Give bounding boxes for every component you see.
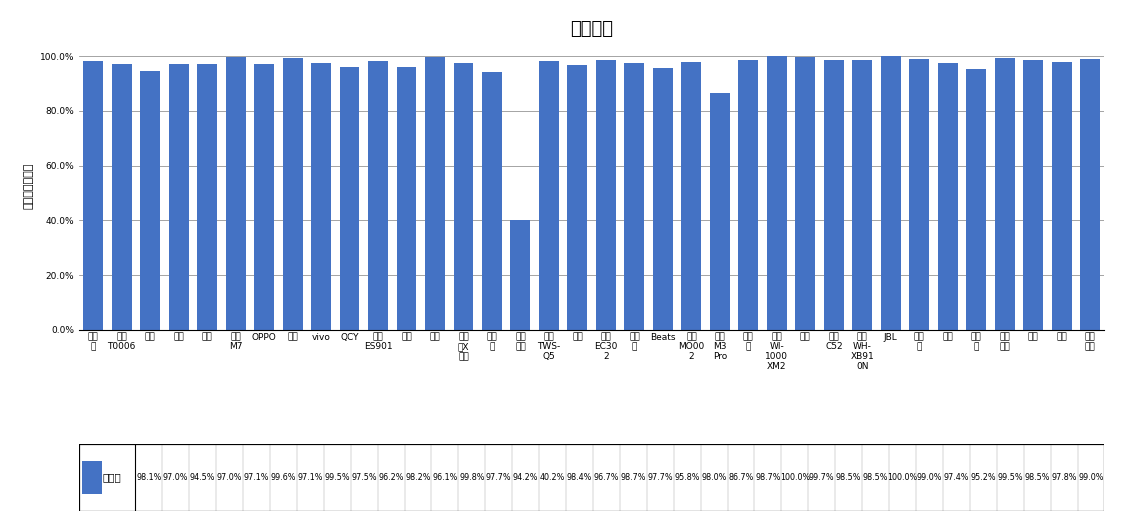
FancyBboxPatch shape — [79, 444, 1104, 511]
Bar — [938, 63, 958, 330]
Text: 99.5%: 99.5% — [325, 473, 350, 482]
Text: 98.2%: 98.2% — [406, 473, 431, 482]
Bar — [824, 60, 844, 330]
Bar — [766, 56, 787, 330]
Text: 96.2%: 96.2% — [379, 473, 403, 482]
Title: 通话降噪: 通话降噪 — [570, 20, 613, 38]
Text: 97.5%: 97.5% — [352, 473, 376, 482]
Bar — [796, 57, 815, 330]
Bar — [225, 57, 246, 330]
Text: 100.0%: 100.0% — [887, 473, 917, 482]
Bar — [1023, 60, 1044, 330]
Bar — [966, 69, 986, 330]
Text: 97.7%: 97.7% — [647, 473, 673, 482]
Bar — [197, 64, 218, 330]
Text: 98.5%: 98.5% — [836, 473, 861, 482]
Text: 99.5%: 99.5% — [997, 473, 1023, 482]
Bar — [140, 71, 160, 330]
Bar — [738, 60, 758, 330]
Bar — [682, 62, 701, 330]
Text: 98.7%: 98.7% — [621, 473, 646, 482]
Bar — [539, 61, 559, 330]
Text: 97.0%: 97.0% — [216, 473, 242, 482]
Bar — [425, 57, 445, 330]
Text: 95.8%: 95.8% — [674, 473, 700, 482]
Text: 96.7%: 96.7% — [594, 473, 619, 482]
Text: 98.4%: 98.4% — [567, 473, 592, 482]
Text: 98.0%: 98.0% — [701, 473, 727, 482]
Bar — [339, 66, 360, 330]
Bar — [83, 61, 103, 330]
Bar — [311, 63, 331, 330]
Text: 99.0%: 99.0% — [1079, 473, 1103, 482]
Bar — [909, 59, 930, 330]
Bar — [568, 65, 587, 330]
Bar — [254, 64, 274, 330]
Bar — [995, 57, 1014, 330]
Text: 99.6%: 99.6% — [270, 473, 296, 482]
Bar — [596, 60, 615, 330]
Text: 97.1%: 97.1% — [243, 473, 269, 482]
Bar — [397, 67, 417, 330]
Text: 94.2%: 94.2% — [513, 473, 539, 482]
Bar — [710, 93, 730, 330]
Text: 97.0%: 97.0% — [163, 473, 188, 482]
Text: 99.0%: 99.0% — [916, 473, 942, 482]
Text: 98.7%: 98.7% — [755, 473, 781, 482]
Text: 97.7%: 97.7% — [486, 473, 512, 482]
Bar — [369, 61, 388, 330]
Text: 94.5%: 94.5% — [189, 473, 215, 482]
Bar — [1081, 59, 1100, 330]
Y-axis label: 主观测试正确率: 主观测试正确率 — [24, 163, 34, 210]
Text: 96.1%: 96.1% — [432, 473, 458, 482]
Bar — [453, 63, 473, 330]
Text: 97.1%: 97.1% — [298, 473, 323, 482]
Bar — [653, 68, 673, 330]
Text: 99.7%: 99.7% — [809, 473, 835, 482]
FancyBboxPatch shape — [82, 461, 101, 494]
Text: 98.5%: 98.5% — [1024, 473, 1050, 482]
Bar — [511, 220, 531, 330]
Text: 98.1%: 98.1% — [136, 473, 161, 482]
Bar — [852, 60, 872, 330]
Bar — [169, 64, 188, 330]
Text: 40.2%: 40.2% — [540, 473, 566, 482]
Text: 95.2%: 95.2% — [970, 473, 996, 482]
Bar — [112, 64, 132, 330]
Bar — [482, 72, 502, 330]
Bar — [881, 56, 900, 330]
Text: 86.7%: 86.7% — [728, 473, 754, 482]
Bar — [1051, 62, 1072, 330]
Bar — [283, 57, 302, 330]
Bar — [624, 63, 645, 330]
Text: 98.5%: 98.5% — [863, 473, 888, 482]
Text: 97.8%: 97.8% — [1051, 473, 1076, 482]
Text: 100.0%: 100.0% — [780, 473, 810, 482]
Text: 97.4%: 97.4% — [943, 473, 969, 482]
Text: 正确率: 正确率 — [103, 472, 122, 483]
Text: 99.8%: 99.8% — [459, 473, 485, 482]
